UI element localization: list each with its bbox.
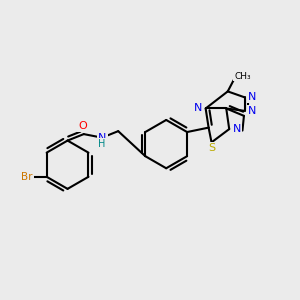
- Text: N: N: [194, 103, 202, 113]
- Text: H: H: [98, 139, 106, 149]
- Text: N: N: [232, 124, 241, 134]
- Text: CH₃: CH₃: [234, 72, 251, 81]
- Text: N: N: [248, 92, 256, 102]
- Text: N: N: [98, 133, 106, 142]
- Text: S: S: [208, 142, 215, 153]
- Text: O: O: [78, 121, 87, 131]
- Text: N: N: [248, 106, 256, 116]
- Text: Br: Br: [21, 172, 33, 182]
